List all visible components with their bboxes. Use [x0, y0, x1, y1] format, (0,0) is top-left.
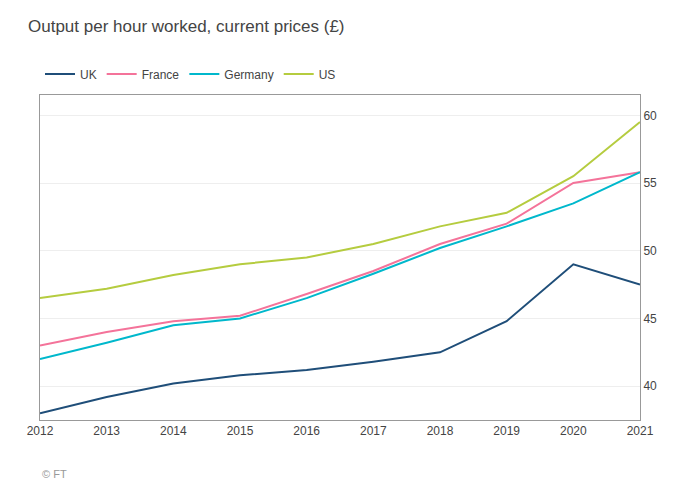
svg-text:40: 40: [643, 379, 657, 393]
svg-text:2017: 2017: [360, 424, 387, 438]
svg-text:2016: 2016: [293, 424, 320, 438]
svg-text:2015: 2015: [227, 424, 254, 438]
svg-text:© FT: © FT: [42, 468, 67, 480]
svg-text:2014: 2014: [160, 424, 187, 438]
svg-text:Germany: Germany: [224, 68, 273, 82]
svg-text:UK: UK: [80, 68, 97, 82]
svg-text:2020: 2020: [560, 424, 587, 438]
svg-text:2018: 2018: [427, 424, 454, 438]
svg-text:2019: 2019: [493, 424, 520, 438]
svg-text:2013: 2013: [93, 424, 120, 438]
svg-text:France: France: [142, 68, 180, 82]
svg-text:60: 60: [643, 109, 657, 123]
svg-text:2021: 2021: [627, 424, 654, 438]
svg-text:45: 45: [643, 312, 657, 326]
svg-text:50: 50: [643, 244, 657, 258]
svg-text:US: US: [319, 68, 336, 82]
svg-text:55: 55: [643, 176, 657, 190]
svg-text:2012: 2012: [27, 424, 54, 438]
svg-text:Output per hour worked, curren: Output per hour worked, current prices (…: [28, 17, 345, 36]
